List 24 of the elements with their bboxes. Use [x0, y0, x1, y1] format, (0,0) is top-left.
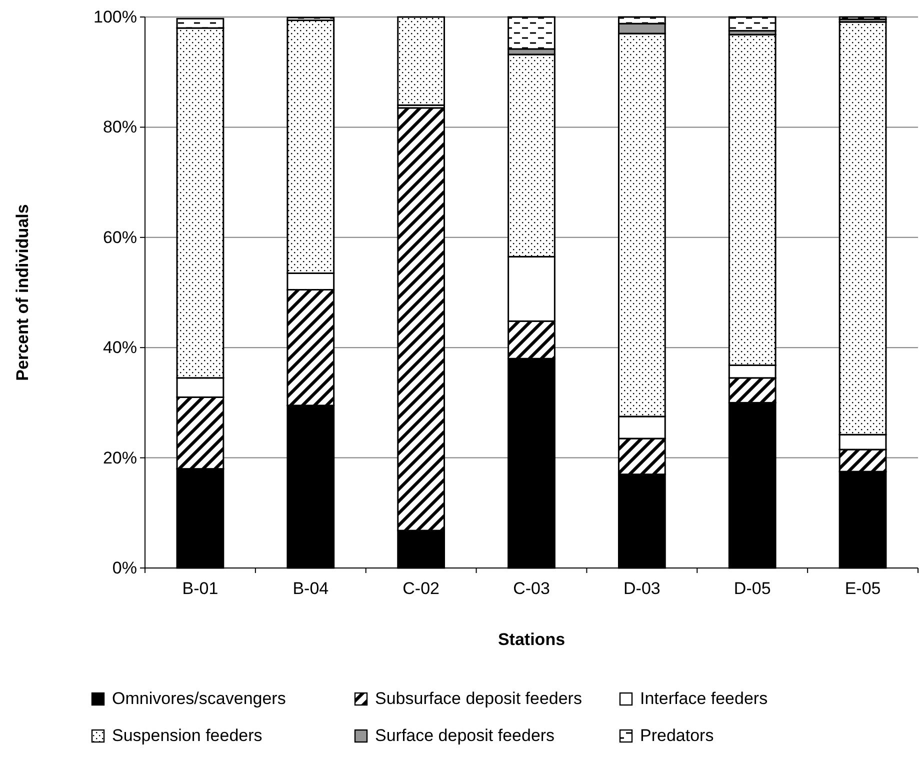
x-tick-label: D-03: [624, 579, 660, 598]
legend-label: Suspension feeders: [112, 726, 262, 745]
y-tick-label: 60%: [102, 228, 137, 247]
y-tick-label: 100%: [94, 7, 137, 26]
y-tick-label: 80%: [102, 118, 137, 137]
x-tick-label: C-03: [513, 579, 550, 598]
y-tick-label: 20%: [102, 448, 137, 468]
x-tick-label: C-02: [402, 579, 440, 598]
legend-label: Surface deposit feeders: [375, 726, 555, 745]
legend-label: Omnivores/scavengers: [112, 689, 286, 708]
legend-label: Predators: [640, 726, 714, 745]
x-tick-label: B-01: [182, 579, 218, 598]
y-tick-label: 40%: [102, 338, 137, 358]
y-tick-label: 0%: [112, 558, 137, 578]
bar: [728, 16, 776, 32]
bar: [838, 16, 887, 20]
x-axis-title: Stations: [498, 630, 566, 649]
y-axis-title: Percent of individuals: [13, 204, 32, 381]
x-tick-label: B-04: [292, 579, 329, 598]
x-tick-label: D-05: [734, 579, 771, 598]
bar: [397, 16, 446, 106]
legend-label: Subsurface deposit feeders: [375, 689, 582, 708]
legend-label: Interface feeders: [640, 689, 768, 708]
x-tick-label: E-05: [844, 579, 881, 598]
